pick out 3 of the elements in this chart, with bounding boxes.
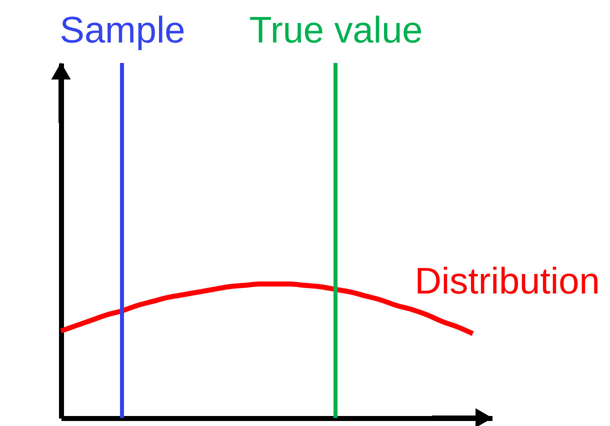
x-tick-label: True value [249, 10, 423, 50]
series-label: Distribution [414, 260, 600, 302]
x-tick-label: Sample [60, 10, 186, 50]
